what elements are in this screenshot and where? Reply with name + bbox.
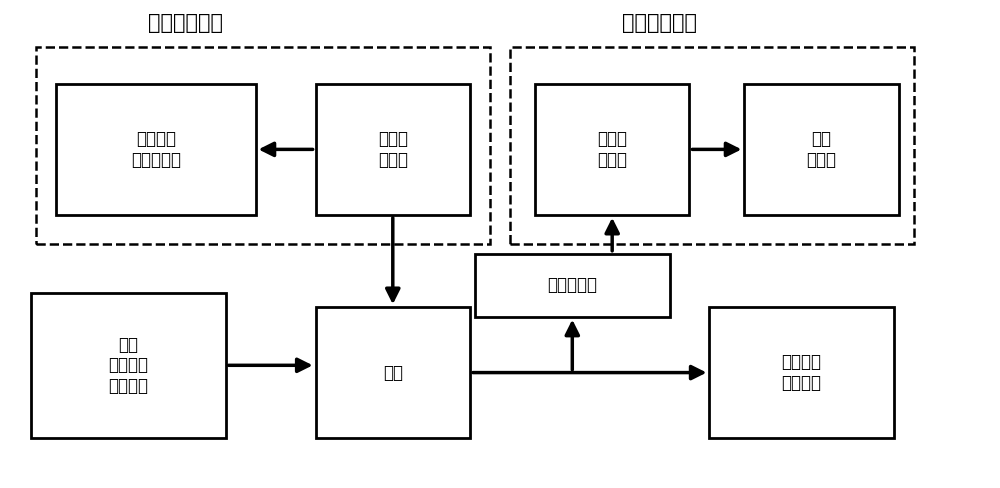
Bar bbox=[510, 47, 914, 244]
Bar bbox=[31, 292, 226, 438]
Text: 显示
相位差: 显示 相位差 bbox=[807, 130, 837, 169]
Bar bbox=[709, 307, 894, 438]
Text: 显示电源
频率和电压: 显示电源 频率和电压 bbox=[131, 130, 181, 169]
Text: 小信号输出: 小信号输出 bbox=[547, 276, 597, 294]
Text: 电容匹配模块: 电容匹配模块 bbox=[148, 13, 223, 33]
Text: 三维亥姆
霍兹线圈: 三维亥姆 霍兹线圈 bbox=[782, 353, 822, 392]
Bar bbox=[316, 84, 470, 215]
Text: 开关控
制电路: 开关控 制电路 bbox=[378, 130, 408, 169]
Text: 相位检测模块: 相位检测模块 bbox=[622, 13, 697, 33]
Bar bbox=[56, 84, 256, 215]
Text: 相位检
测电路: 相位检 测电路 bbox=[597, 130, 627, 169]
Bar bbox=[744, 84, 899, 215]
Bar bbox=[36, 47, 490, 244]
Bar bbox=[535, 84, 689, 215]
Bar bbox=[475, 254, 670, 317]
Bar bbox=[316, 307, 470, 438]
Text: 电源
调节电压
相位频率: 电源 调节电压 相位频率 bbox=[109, 336, 149, 395]
Text: 电容: 电容 bbox=[383, 364, 403, 382]
